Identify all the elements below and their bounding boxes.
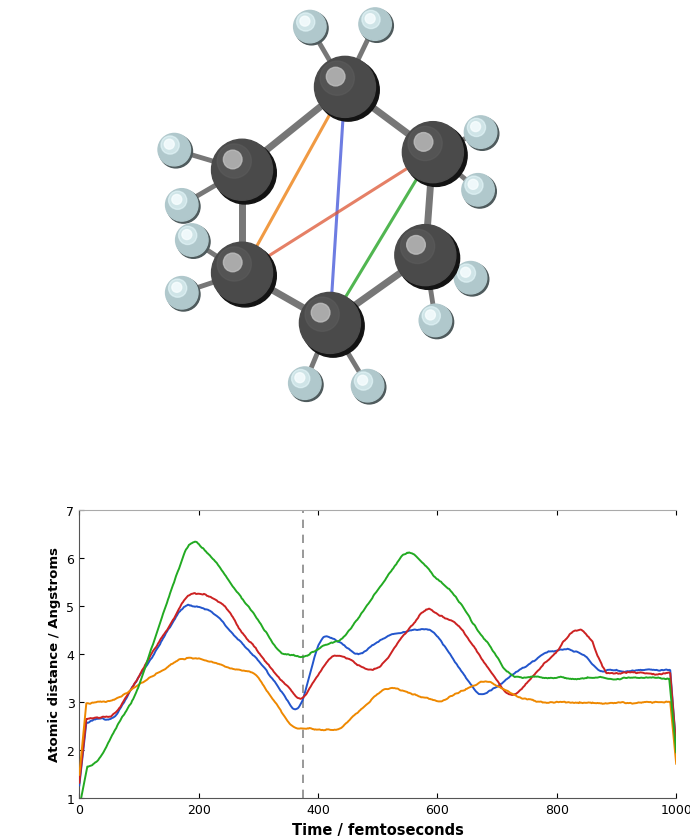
Circle shape	[179, 227, 197, 245]
Circle shape	[353, 371, 386, 405]
Circle shape	[355, 373, 373, 390]
Circle shape	[362, 12, 380, 29]
Circle shape	[422, 308, 440, 325]
Circle shape	[175, 225, 208, 257]
Circle shape	[166, 190, 198, 222]
Circle shape	[471, 123, 481, 132]
Circle shape	[465, 177, 483, 195]
Circle shape	[167, 278, 200, 312]
Circle shape	[177, 226, 210, 259]
Circle shape	[400, 230, 435, 264]
Circle shape	[295, 13, 328, 46]
Circle shape	[299, 293, 360, 354]
Circle shape	[311, 304, 330, 323]
Circle shape	[217, 247, 251, 282]
Circle shape	[159, 135, 193, 169]
Circle shape	[297, 14, 315, 32]
Circle shape	[397, 228, 460, 290]
Circle shape	[461, 268, 471, 278]
Circle shape	[414, 134, 433, 152]
Circle shape	[182, 231, 192, 240]
Circle shape	[168, 192, 187, 210]
Y-axis label: Atomic distance / Angstroms: Atomic distance / Angstroms	[48, 547, 61, 762]
Circle shape	[315, 58, 375, 118]
Circle shape	[468, 181, 478, 190]
Circle shape	[288, 368, 321, 400]
Circle shape	[300, 18, 310, 27]
Circle shape	[395, 226, 456, 286]
Circle shape	[224, 254, 242, 273]
Circle shape	[454, 263, 486, 294]
Circle shape	[359, 9, 391, 41]
Circle shape	[405, 125, 467, 187]
Circle shape	[326, 69, 345, 87]
Circle shape	[466, 118, 499, 151]
Circle shape	[212, 140, 273, 201]
Circle shape	[164, 140, 175, 150]
Circle shape	[224, 151, 242, 170]
Circle shape	[172, 283, 181, 293]
Circle shape	[463, 176, 496, 209]
Circle shape	[455, 263, 489, 297]
Circle shape	[214, 143, 276, 205]
Circle shape	[166, 278, 198, 309]
Circle shape	[462, 175, 494, 206]
Circle shape	[457, 265, 475, 283]
Circle shape	[467, 120, 486, 137]
Circle shape	[214, 246, 276, 308]
Circle shape	[292, 370, 310, 388]
Circle shape	[464, 117, 497, 149]
Circle shape	[426, 311, 435, 320]
Circle shape	[420, 306, 453, 339]
Circle shape	[167, 191, 200, 224]
Circle shape	[317, 60, 380, 122]
Circle shape	[302, 296, 364, 358]
Circle shape	[172, 196, 181, 205]
Circle shape	[360, 10, 393, 43]
Circle shape	[290, 369, 323, 402]
Circle shape	[406, 237, 425, 255]
Circle shape	[351, 370, 384, 402]
Circle shape	[295, 374, 305, 383]
Circle shape	[419, 305, 452, 337]
Circle shape	[161, 137, 179, 155]
Circle shape	[357, 376, 368, 385]
X-axis label: Time / femtoseconds: Time / femtoseconds	[292, 822, 464, 836]
Circle shape	[402, 123, 464, 183]
Circle shape	[305, 298, 339, 332]
Circle shape	[320, 62, 355, 96]
Circle shape	[212, 243, 273, 303]
Circle shape	[294, 12, 326, 43]
Circle shape	[408, 127, 442, 161]
Circle shape	[168, 280, 187, 298]
Circle shape	[158, 135, 190, 166]
Circle shape	[365, 15, 375, 24]
Circle shape	[217, 145, 251, 179]
